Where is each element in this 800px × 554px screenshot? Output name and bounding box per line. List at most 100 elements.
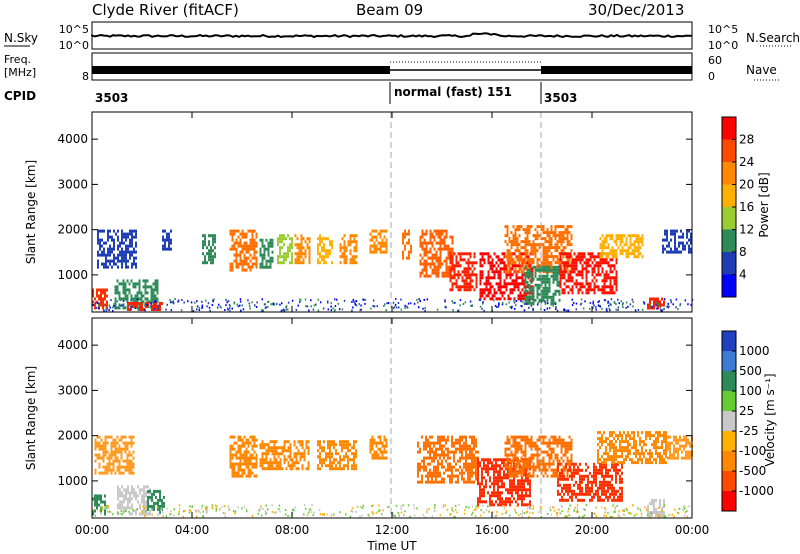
colorbar-tick-label: 1000 bbox=[739, 344, 770, 358]
x-axis-label: Time UT bbox=[366, 539, 417, 553]
y-tick-label: 2000 bbox=[57, 223, 88, 237]
colorbar-tick-label: 500 bbox=[739, 364, 762, 378]
velocity-ylabel: Slant Range [km] bbox=[24, 366, 38, 470]
power-panel-block-18 bbox=[524, 265, 561, 305]
freq-bar-2 bbox=[541, 66, 692, 74]
velocity-colorbar-label: Velocity [m s⁻¹] bbox=[763, 373, 777, 466]
power-panel-block-0 bbox=[97, 229, 137, 269]
power-panel-block-22 bbox=[662, 229, 692, 254]
y-tick-label: 1000 bbox=[57, 474, 88, 488]
power-panel-block-14 bbox=[419, 229, 454, 278]
x-tick-label: 00:00 bbox=[675, 523, 710, 537]
x-tick-label: 08:00 bbox=[275, 523, 310, 537]
power-y-ticks: 1000 2000 3000 4000 bbox=[57, 132, 692, 282]
nsky-right-tick-top: 10^5 bbox=[708, 23, 738, 36]
x-tick-label: 16:00 bbox=[475, 523, 510, 537]
power-panel-block-8 bbox=[277, 234, 293, 265]
colorbar-swatch bbox=[722, 471, 736, 491]
power-colorbar: 28 24 20 16 12 8 4 bbox=[721, 116, 754, 298]
power-panel-block-10 bbox=[317, 234, 333, 265]
velocity-panel-block-14 bbox=[667, 435, 693, 460]
nave-label: Nave bbox=[746, 63, 777, 77]
power-panel-block-11 bbox=[339, 234, 358, 265]
x-tick-label: 20:00 bbox=[575, 523, 610, 537]
power-panel-block-5 bbox=[202, 234, 216, 265]
colorbar-swatch bbox=[722, 252, 736, 275]
power-panel-block-13 bbox=[402, 229, 412, 260]
power-panel: 1000 2000 3000 4000 Slant Range [km] 28 24 20… bbox=[24, 111, 771, 313]
cpid-row: CPID 3503 normal (fast) 151 3503 bbox=[4, 82, 577, 105]
colorbar-swatch bbox=[722, 184, 736, 207]
x-tick-label: 00:00 bbox=[75, 523, 110, 537]
cpid-segment-3: 3503 bbox=[544, 91, 577, 105]
velocity-panel-block-6 bbox=[317, 440, 357, 471]
colorbar-tick-label: -1000 bbox=[739, 484, 774, 498]
y-tick-label: 2000 bbox=[57, 429, 88, 443]
velocity-panel-block-12 bbox=[597, 431, 667, 465]
freq-left-tick: 8 bbox=[82, 70, 89, 83]
colorbar-swatch bbox=[722, 162, 736, 185]
freq-panel: Freq. [MHz] 8 60 0 Nave bbox=[4, 52, 780, 83]
velocity-panel-block-8 bbox=[417, 435, 479, 484]
power-x-ticks bbox=[91, 112, 693, 312]
colorbar-tick-label: 24 bbox=[739, 155, 754, 169]
freq-right-tick-top: 60 bbox=[708, 54, 722, 67]
colorbar-swatch bbox=[722, 411, 736, 431]
nsky-left-tick-bottom: 10^0 bbox=[59, 39, 89, 52]
power-panel-block-7 bbox=[259, 238, 274, 269]
nsky-label: N.Sky bbox=[4, 31, 38, 45]
y-tick-label: 3000 bbox=[57, 177, 88, 191]
nsky-left-tick-top: 10^5 bbox=[59, 23, 89, 36]
beam-title: Beam 09 bbox=[356, 1, 423, 19]
colorbar-swatch bbox=[722, 491, 736, 511]
colorbar-swatch bbox=[722, 331, 736, 351]
y-tick-label: 4000 bbox=[57, 132, 88, 146]
power-panel-block-20 bbox=[599, 234, 644, 259]
cpid-label: CPID bbox=[4, 89, 36, 103]
colorbar-swatch bbox=[722, 207, 736, 230]
power-colorbar-label: Power [dB] bbox=[757, 172, 771, 237]
x-tick-label: 12:00 bbox=[375, 523, 410, 537]
colorbar-tick-label: 16 bbox=[739, 200, 754, 214]
colorbar-swatch bbox=[722, 391, 736, 411]
station-title: Clyde River (fitACF) bbox=[92, 1, 239, 19]
velocity-panel-block-7 bbox=[369, 435, 388, 460]
colorbar-tick-label: 8 bbox=[739, 245, 747, 259]
colorbar-tick-label: -100 bbox=[739, 444, 766, 458]
colorbar-swatch bbox=[722, 139, 736, 162]
nsky-panel: N.Sky 10^5 10^0 10^5 10^0 N.Search bbox=[4, 21, 800, 52]
velocity-panel-block-1 bbox=[92, 494, 106, 516]
power-panel-block-19 bbox=[559, 252, 618, 295]
power-ylabel: Slant Range [km] bbox=[24, 160, 38, 264]
velocity-panel-block-4 bbox=[229, 435, 258, 478]
velocity-panel-block-13 bbox=[647, 499, 665, 517]
power-scatter bbox=[92, 225, 694, 312]
y-tick-label: 3000 bbox=[57, 383, 88, 397]
velocity-panel-block-5 bbox=[259, 440, 310, 471]
freq-label-2: [MHz] bbox=[4, 66, 36, 79]
colorbar-swatch bbox=[722, 451, 736, 471]
power-panel-block-1 bbox=[92, 288, 108, 310]
freq-label-1: Freq. bbox=[4, 53, 31, 66]
velocity-panel: 1000 2000 3000 4000 00:00 04:00 08:00 12:00 16:… bbox=[24, 317, 777, 537]
colorbar-frame bbox=[721, 330, 737, 512]
velocity-scatter bbox=[92, 431, 693, 518]
colorbar-tick-label: -25 bbox=[739, 424, 759, 438]
velocity-colorbar: 1000 500 100 25 -25 -100 -500 -1000 bbox=[721, 330, 774, 512]
cpid-segment-1: 3503 bbox=[95, 91, 128, 105]
y-tick-label: 4000 bbox=[57, 338, 88, 352]
power-panel-block-4 bbox=[162, 229, 172, 251]
colorbar-swatch bbox=[722, 431, 736, 451]
velocity-panel-near-range-speckle bbox=[92, 504, 693, 518]
power-panel-block-15 bbox=[449, 252, 478, 292]
colorbar-tick-label: 12 bbox=[739, 223, 754, 237]
velocity-x-ticks: 00:00 04:00 08:00 12:00 16:00 20:00 00:00 bbox=[75, 318, 710, 537]
y-tick-label: 1000 bbox=[57, 268, 88, 282]
colorbar-tick-label: 4 bbox=[739, 268, 747, 282]
colorbar-swatch bbox=[722, 229, 736, 252]
x-tick-label: 04:00 bbox=[175, 523, 210, 537]
colorbar-swatch bbox=[722, 117, 736, 140]
colorbar-swatch bbox=[722, 351, 736, 371]
colorbar-tick-label: 20 bbox=[739, 178, 754, 192]
power-panel-near-range-speckle bbox=[92, 298, 694, 312]
